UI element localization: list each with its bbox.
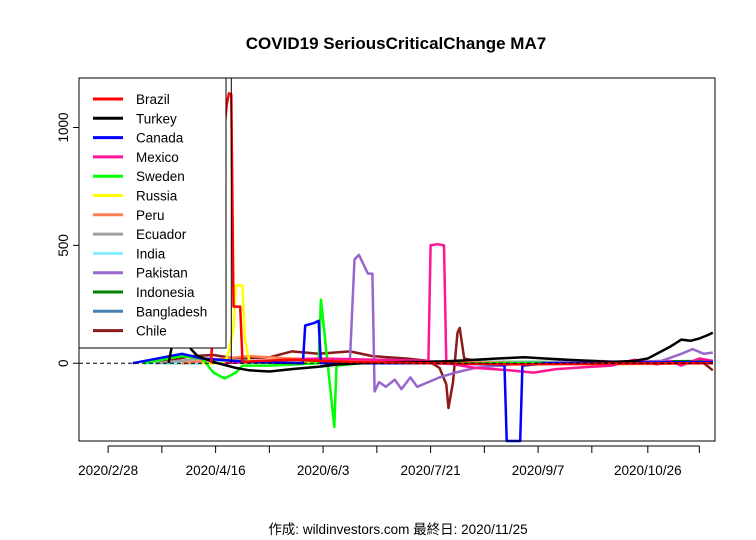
x-tick-label: 2020/6/3 — [297, 463, 350, 478]
legend-label: Pakistan — [136, 266, 188, 281]
x-tick-label: 2020/9/7 — [512, 463, 565, 478]
legend-label: Indonesia — [136, 285, 195, 300]
legend-label: Russia — [136, 189, 178, 204]
legend-label: Ecuador — [136, 227, 187, 242]
y-tick-label: 500 — [56, 234, 71, 257]
y-tick-label: 0 — [56, 359, 71, 367]
series-line-turkey — [167, 328, 714, 373]
legend-label: Brazil — [136, 92, 170, 107]
series-line-russia — [202, 284, 713, 365]
y-tick-label: 1000 — [56, 112, 71, 142]
legend-label: Mexico — [136, 150, 179, 165]
chart-title: COVID19 SeriousCriticalChange MA7 — [246, 34, 546, 53]
legend-label: Canada — [136, 131, 184, 146]
legend-label: Bangladesh — [136, 304, 207, 319]
x-tick-label: 2020/7/21 — [401, 463, 461, 478]
credit-text: 作成: wildinvestors.com 最終日: 2020/11/25 — [268, 522, 527, 537]
axis-layer: 0 500 1000 2020/2/28 2020/4/16 2020/6/3 2020/7… — [56, 78, 715, 478]
x-tick-label: 2020/10/26 — [614, 463, 682, 478]
x-tick-label: 2020/2/28 — [78, 463, 138, 478]
legend-label: Chile — [136, 324, 167, 339]
legend-label: Peru — [136, 208, 165, 223]
x-tick-label: 2020/4/16 — [186, 463, 246, 478]
legend-box — [78, 77, 227, 349]
series-line-mexico — [224, 242, 714, 374]
series-layer — [132, 92, 714, 443]
legend-label: Turkey — [136, 111, 177, 126]
legend: Brazil Turkey Canada Mexico Sweden Russia Peru… — [78, 77, 227, 349]
legend-label: India — [136, 246, 166, 261]
legend-label: Sweden — [136, 169, 185, 184]
series-line-brazil — [209, 92, 713, 366]
